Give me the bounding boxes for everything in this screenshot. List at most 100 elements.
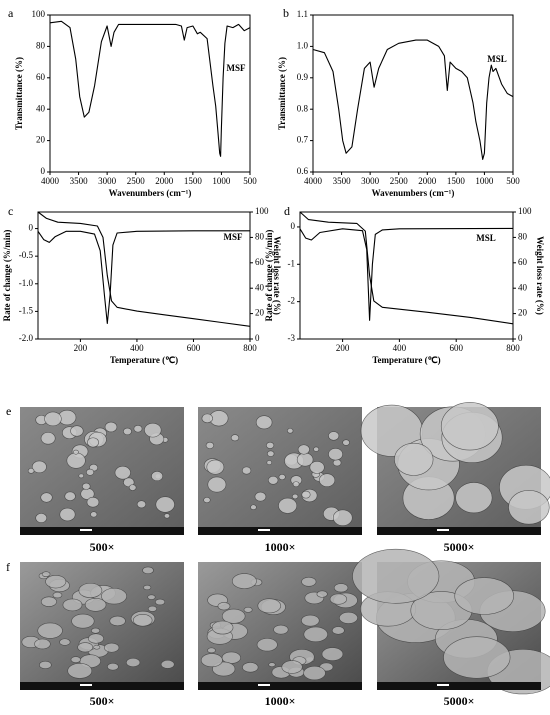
panel-letter: b bbox=[283, 6, 289, 20]
particle bbox=[318, 473, 336, 488]
particle bbox=[34, 638, 51, 650]
particle bbox=[286, 428, 294, 434]
particle bbox=[333, 583, 349, 593]
particle bbox=[217, 602, 231, 611]
y-tick-label: -3 bbox=[288, 333, 296, 343]
particle bbox=[154, 598, 166, 606]
particle bbox=[278, 474, 286, 481]
particle bbox=[332, 509, 353, 526]
y-tick-label: -0.5 bbox=[19, 250, 34, 260]
particle bbox=[78, 473, 84, 479]
particle bbox=[59, 638, 71, 646]
x-tick-label: 2500 bbox=[390, 176, 409, 186]
particle bbox=[313, 446, 320, 452]
y-tick-label: 0.6 bbox=[297, 166, 309, 176]
particle bbox=[147, 605, 158, 612]
x-tick-label: 3500 bbox=[333, 176, 352, 186]
particle bbox=[440, 402, 499, 451]
panel-letter: c bbox=[8, 204, 13, 218]
x-tick-label: 800 bbox=[506, 343, 520, 353]
particle bbox=[45, 575, 67, 589]
scale-strip bbox=[377, 527, 541, 535]
particle bbox=[35, 513, 48, 523]
particle bbox=[250, 504, 257, 510]
y-tick-label: -1.0 bbox=[19, 278, 34, 288]
particle bbox=[155, 496, 175, 513]
y2-tick-label: 80 bbox=[255, 231, 265, 241]
particle bbox=[40, 492, 53, 503]
x-tick-label: 1500 bbox=[184, 176, 203, 186]
particle bbox=[87, 437, 99, 448]
plot-frame bbox=[37, 211, 251, 340]
annotation: MSF bbox=[227, 63, 247, 73]
magnification-label: 1000× bbox=[265, 540, 296, 554]
particle bbox=[107, 662, 119, 671]
particle bbox=[142, 566, 154, 575]
y2-tick-label: 20 bbox=[255, 308, 265, 318]
particle bbox=[203, 496, 211, 504]
particle bbox=[301, 614, 320, 627]
y-tick-label: 1.0 bbox=[297, 40, 309, 50]
x-tick-label: 600 bbox=[187, 343, 201, 353]
data-line bbox=[299, 211, 514, 325]
y-tick-label: -2 bbox=[288, 296, 296, 306]
particle bbox=[301, 490, 311, 499]
particle bbox=[39, 660, 52, 670]
particle bbox=[255, 415, 273, 430]
y-tick-label: 0.7 bbox=[297, 135, 309, 145]
magnification-label: 500× bbox=[90, 694, 115, 708]
particle bbox=[328, 431, 340, 441]
particle bbox=[201, 413, 213, 424]
x-tick-label: 400 bbox=[130, 343, 144, 353]
particle bbox=[329, 593, 347, 605]
particle bbox=[394, 442, 434, 476]
x-tick-label: 800 bbox=[243, 343, 257, 353]
particle bbox=[163, 513, 171, 519]
particle bbox=[144, 422, 162, 438]
data-line bbox=[312, 39, 514, 160]
particle bbox=[242, 662, 259, 673]
magnification-label: 500× bbox=[90, 540, 115, 554]
particle bbox=[104, 421, 118, 433]
particle bbox=[91, 627, 101, 634]
scale-bar bbox=[80, 684, 92, 686]
y2-tick-label: 100 bbox=[255, 206, 269, 216]
scale-bar bbox=[258, 529, 270, 531]
scale-strip bbox=[20, 527, 184, 535]
particle bbox=[352, 548, 440, 604]
particle bbox=[267, 475, 279, 485]
particle bbox=[114, 465, 131, 480]
y-tick-label: -2.0 bbox=[19, 333, 34, 343]
y-tick-label: 0 bbox=[291, 221, 296, 231]
particle bbox=[40, 596, 57, 607]
particle bbox=[309, 461, 325, 474]
scale-bar bbox=[437, 684, 449, 686]
panel-letter: d bbox=[284, 204, 290, 218]
particle bbox=[266, 460, 273, 465]
x-tick-label: 3500 bbox=[70, 176, 89, 186]
y2-tick-label: 60 bbox=[255, 257, 265, 267]
particle bbox=[67, 663, 93, 679]
particle bbox=[101, 587, 128, 605]
y2-tick-label: 80 bbox=[518, 231, 528, 241]
plot-frame bbox=[49, 14, 251, 173]
particle bbox=[205, 441, 215, 449]
y-tick-label: -1 bbox=[288, 258, 296, 268]
particle bbox=[136, 500, 147, 509]
particle bbox=[81, 482, 91, 490]
particle bbox=[301, 576, 317, 587]
y-axis-label: Transmittance (%) bbox=[277, 57, 287, 130]
particle bbox=[257, 598, 282, 614]
particle bbox=[266, 450, 275, 457]
x-tick-label: 500 bbox=[506, 176, 520, 186]
x-axis-label: Temperature (℃) bbox=[372, 355, 440, 365]
particle bbox=[123, 427, 132, 436]
y-axis-label: Rate of change (%/min) bbox=[264, 230, 274, 322]
y-tick-label: 0.8 bbox=[297, 103, 309, 113]
particle bbox=[303, 626, 328, 643]
particle bbox=[316, 590, 328, 598]
data-line bbox=[37, 211, 251, 327]
magnification-label: 5000× bbox=[444, 540, 475, 554]
magnification-label: 1000× bbox=[265, 694, 296, 708]
